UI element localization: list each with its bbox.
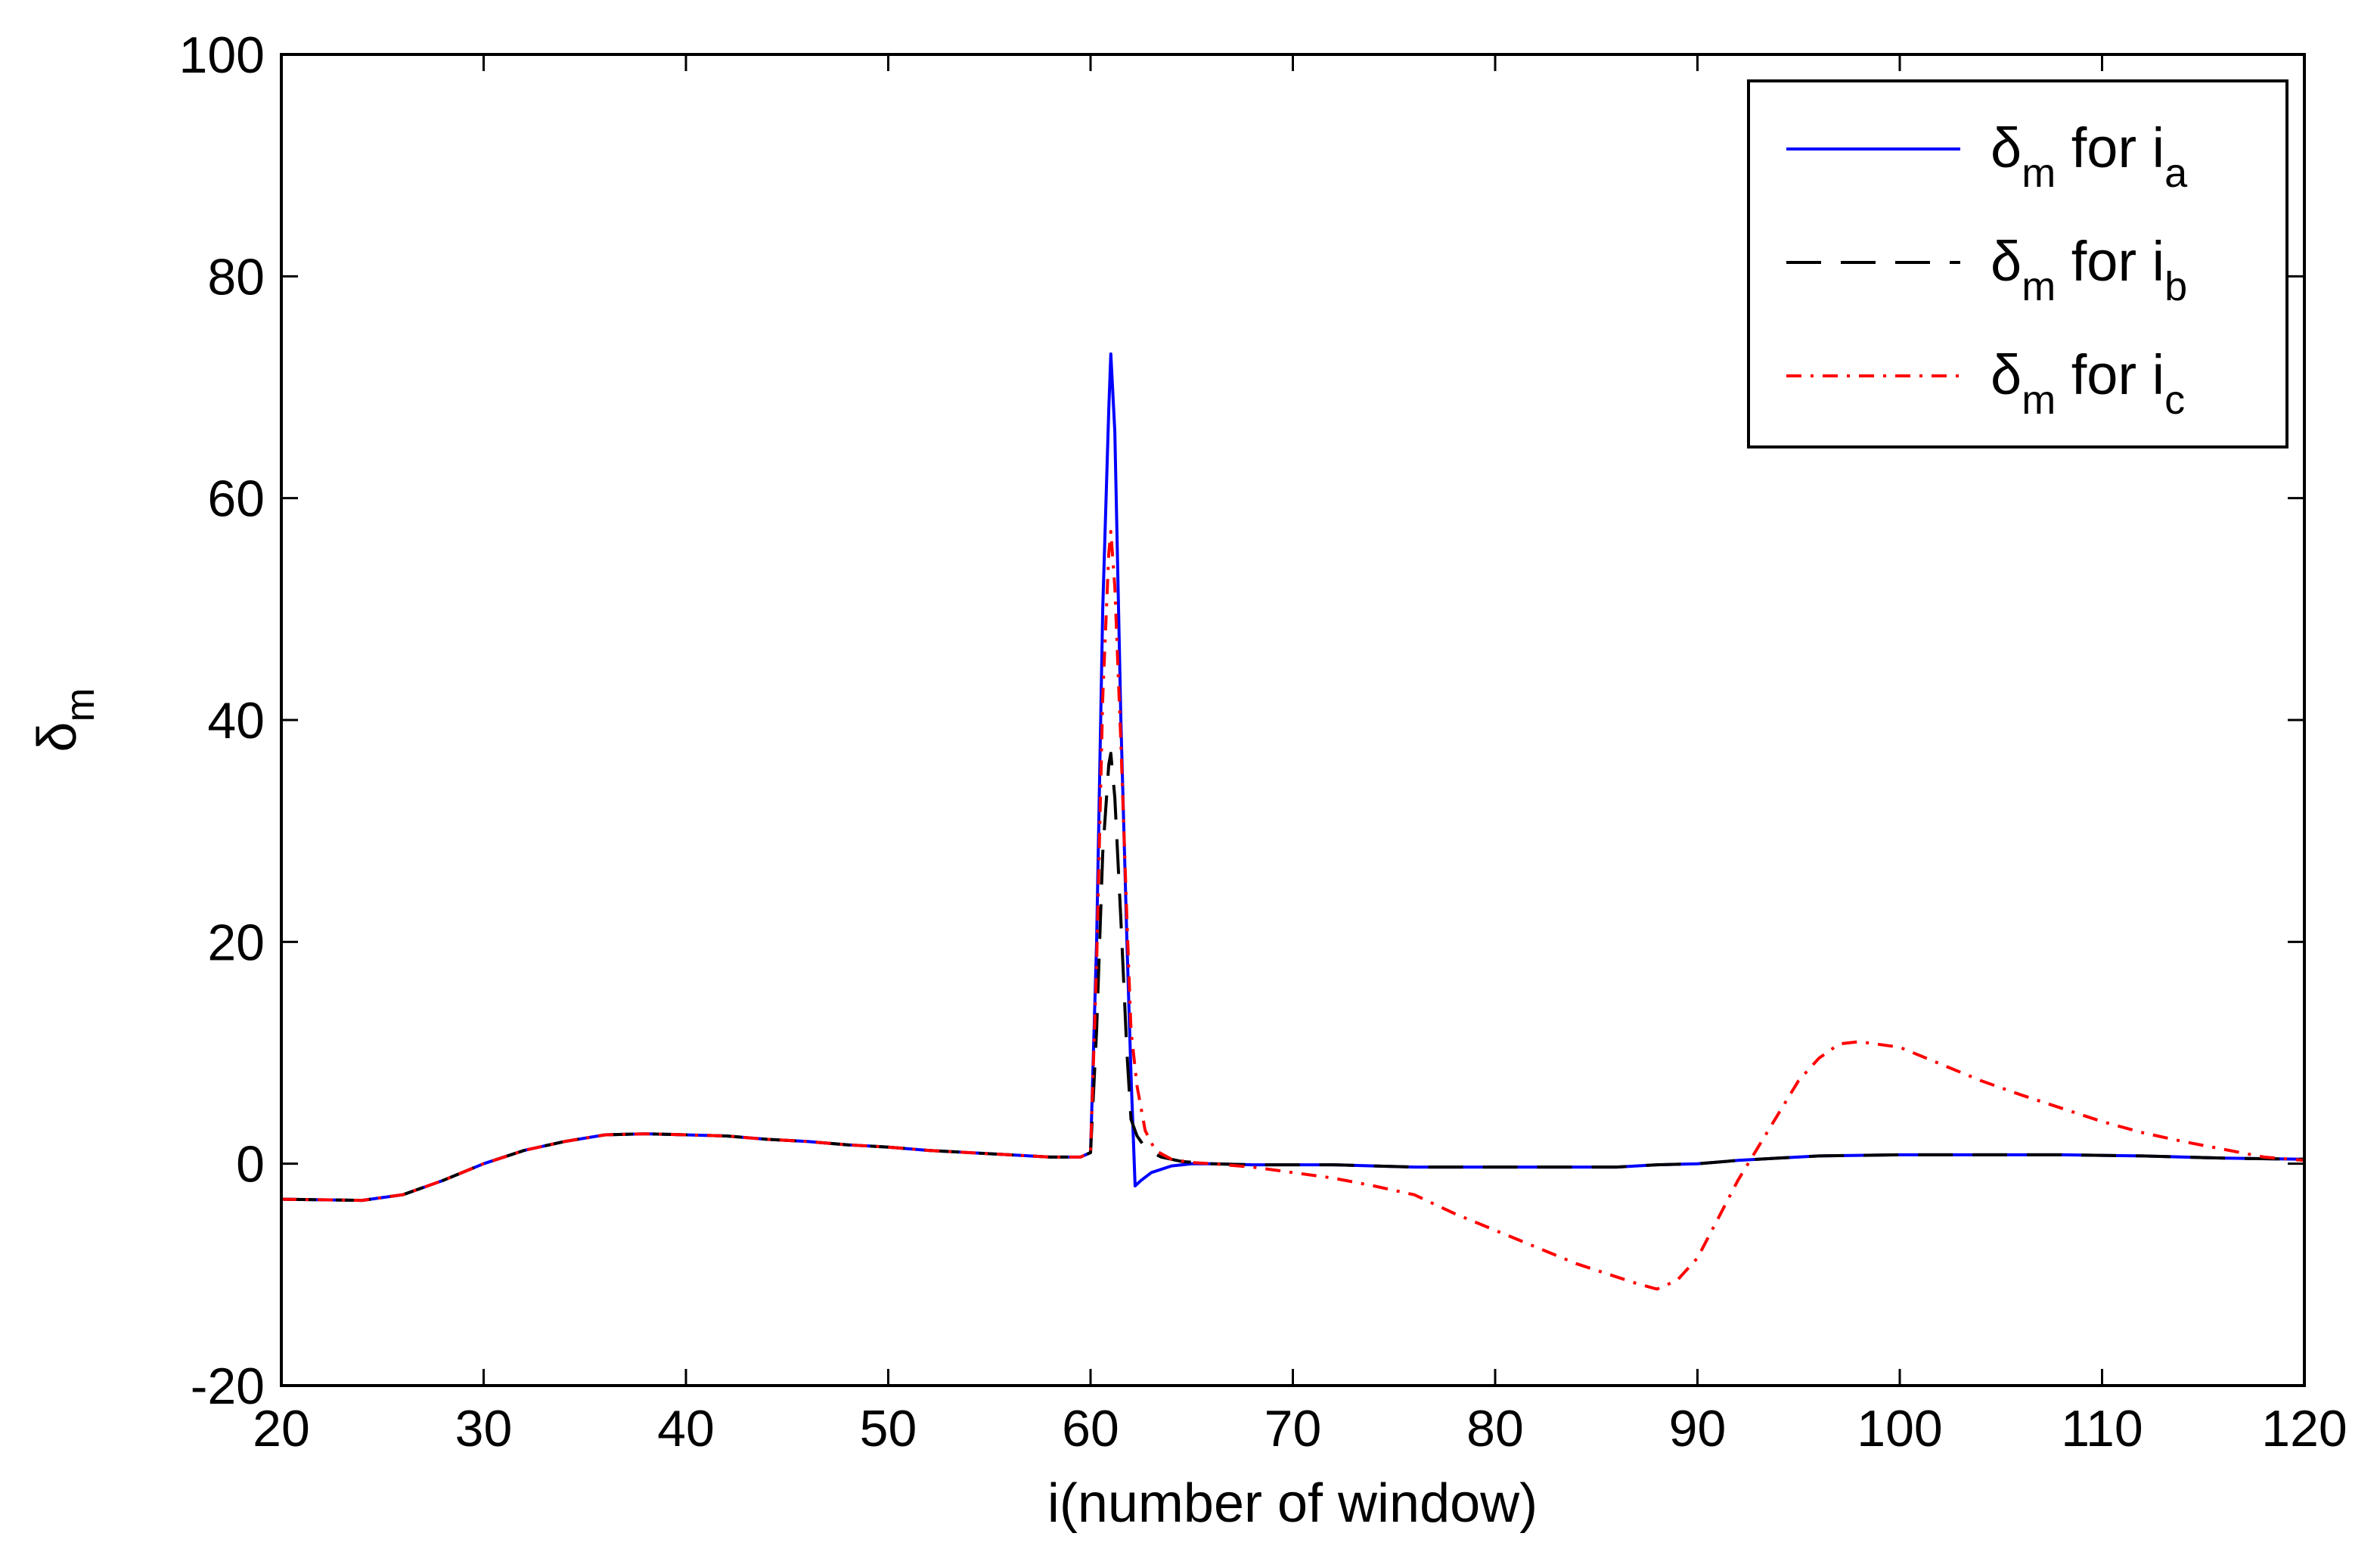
x-tick-label: 50	[860, 1400, 917, 1457]
legend-label-idx: c	[2164, 377, 2185, 423]
legend-label-mid: for i	[2056, 230, 2164, 293]
legend-label-sub: m	[2022, 151, 2056, 196]
legend-label-a: δm for ia	[1991, 116, 2188, 196]
axis-ticks: 20 30 40 50 60 70 80 90 100 110 120 -20 0 20 40 60 80 100	[179, 26, 2347, 1457]
legend-label-sub: m	[2022, 377, 2056, 423]
y-tick-label: -20	[191, 1358, 265, 1415]
x-tick-label: 120	[2261, 1400, 2347, 1457]
x-tick-label: 100	[1857, 1400, 1942, 1457]
x-tick-label: 70	[1264, 1400, 1322, 1457]
series-line-a	[281, 352, 2305, 1203]
legend-label-mid: for i	[2056, 343, 2164, 406]
legend-label-c: δm for ic	[1991, 343, 2185, 423]
legend-label-idx: a	[2164, 151, 2188, 196]
svg-text:δm: δm	[27, 687, 103, 752]
y-tick-label: 60	[207, 470, 265, 528]
x-tick-label: 90	[1669, 1400, 1727, 1457]
y-axis-label-sub: m	[57, 687, 103, 722]
x-tick-label: 30	[455, 1400, 513, 1457]
series-line-b	[281, 752, 2305, 1203]
y-axis-label: δm	[27, 687, 103, 752]
legend-label-main: δ	[1991, 116, 2022, 179]
x-tick-label: 80	[1466, 1400, 1524, 1457]
legend-box	[1747, 79, 2288, 448]
legend-label-main: δ	[1991, 230, 2022, 293]
x-tick-label: 20	[253, 1400, 310, 1457]
y-tick-label: 40	[207, 692, 265, 750]
legend-label-idx: b	[2164, 264, 2187, 309]
x-tick-label: 40	[657, 1400, 715, 1457]
y-tick-label: 20	[207, 914, 265, 971]
legend-label-mid: for i	[2056, 116, 2164, 179]
series-layer	[281, 352, 2305, 1291]
series-line-c	[281, 529, 2305, 1291]
legend-label-b: δm for ib	[1991, 230, 2187, 309]
x-axis-label: i(number of window)	[1047, 1473, 1538, 1534]
y-axis-label-main: δ	[27, 722, 88, 752]
y-tick-label: 80	[207, 248, 265, 306]
legend-label-sub: m	[2022, 264, 2056, 309]
y-tick-label: 100	[179, 26, 265, 84]
y-tick-label: 0	[236, 1136, 265, 1193]
x-tick-label: 110	[2061, 1400, 2143, 1457]
x-tick-label: 60	[1062, 1400, 1119, 1457]
legend-label-main: δ	[1991, 343, 2022, 406]
